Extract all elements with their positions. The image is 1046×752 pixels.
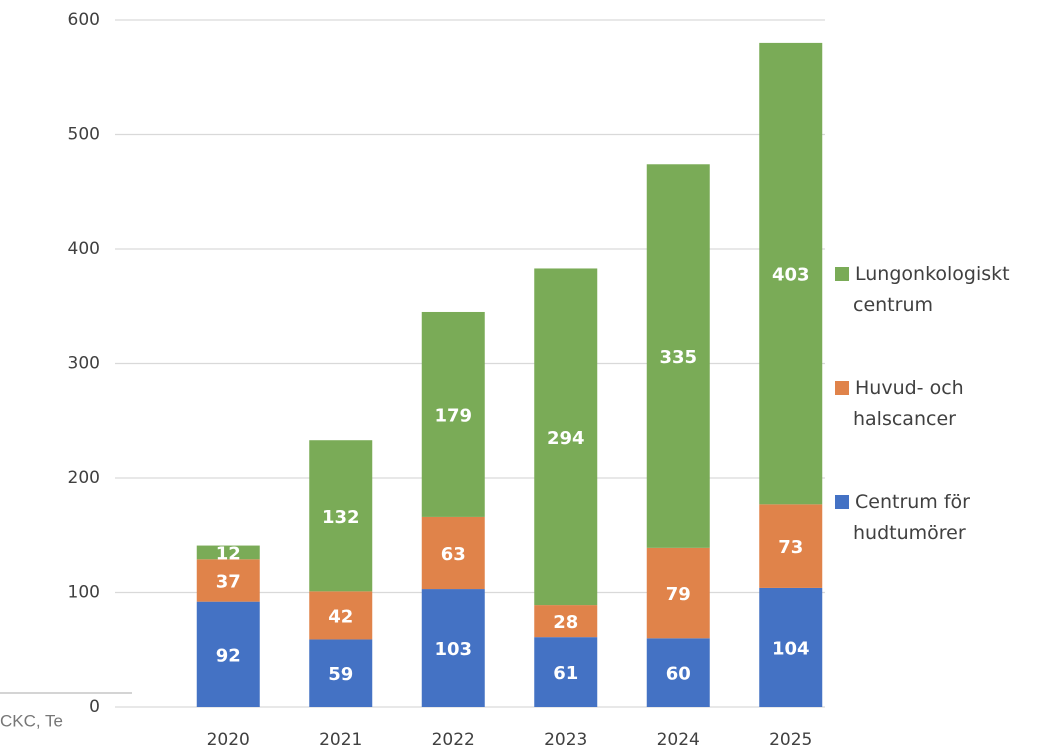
bar-segment <box>309 639 373 707</box>
data-label: 403 <box>772 265 810 286</box>
bar-segment <box>646 547 710 639</box>
data-label: 103 <box>434 639 472 660</box>
legend-swatch <box>835 267 849 281</box>
y-tick-label: 200 <box>68 468 100 488</box>
source-note: CKC, Te <box>0 711 63 730</box>
data-label: 104 <box>772 638 810 659</box>
bar-segment <box>534 605 598 638</box>
legend-swatch <box>835 495 849 509</box>
data-label: 92 <box>216 645 241 666</box>
legend-label: Centrum för hudtumörer <box>853 491 970 544</box>
bar-segment <box>421 516 485 590</box>
data-label: 335 <box>659 347 697 368</box>
data-label: 42 <box>328 606 353 627</box>
y-tick-label: 100 <box>68 583 100 603</box>
bar-segment <box>309 440 373 592</box>
bar-segment <box>196 545 260 560</box>
data-label: 59 <box>328 664 353 685</box>
y-tick-label: 0 <box>89 697 100 717</box>
data-label: 37 <box>216 571 241 592</box>
legend-swatch <box>835 381 849 395</box>
data-label: 132 <box>322 507 360 528</box>
bar-segment <box>196 601 260 707</box>
bar-segment <box>646 638 710 707</box>
bar-segment <box>759 587 823 707</box>
y-tick-label: 300 <box>68 354 100 374</box>
x-tick-label: 2023 <box>544 730 587 750</box>
y-tick-label: 600 <box>68 10 100 30</box>
bar-segment <box>534 637 598 707</box>
bar-segment <box>646 164 710 548</box>
x-tick-label: 2022 <box>432 730 475 750</box>
data-label: 61 <box>553 663 578 684</box>
bar-segment <box>196 559 260 602</box>
bar-segment <box>421 589 485 707</box>
data-label: 28 <box>553 612 578 633</box>
data-label: 73 <box>778 537 803 558</box>
x-tick-label: 2020 <box>207 730 250 750</box>
bar-segment <box>759 42 823 505</box>
bar-segment <box>759 504 823 588</box>
legend-label: Huvud- och halscancer <box>853 377 964 430</box>
legend-label: Lungonkologiskt centrum <box>853 263 1010 316</box>
data-label: 79 <box>666 584 691 605</box>
data-label: 12 <box>216 543 241 564</box>
data-label: 60 <box>666 664 691 685</box>
bar-segment <box>421 311 485 517</box>
data-label: 63 <box>441 544 466 565</box>
y-tick-label: 500 <box>68 125 100 145</box>
x-tick-label: 2024 <box>657 730 700 750</box>
data-label: 294 <box>547 428 585 449</box>
data-label: 179 <box>434 405 472 426</box>
bar-segment <box>309 591 373 640</box>
x-tick-label: 2021 <box>319 730 362 750</box>
x-tick-label: 2025 <box>769 730 812 750</box>
y-tick-label: 400 <box>68 239 100 259</box>
bar-segment <box>534 268 598 606</box>
